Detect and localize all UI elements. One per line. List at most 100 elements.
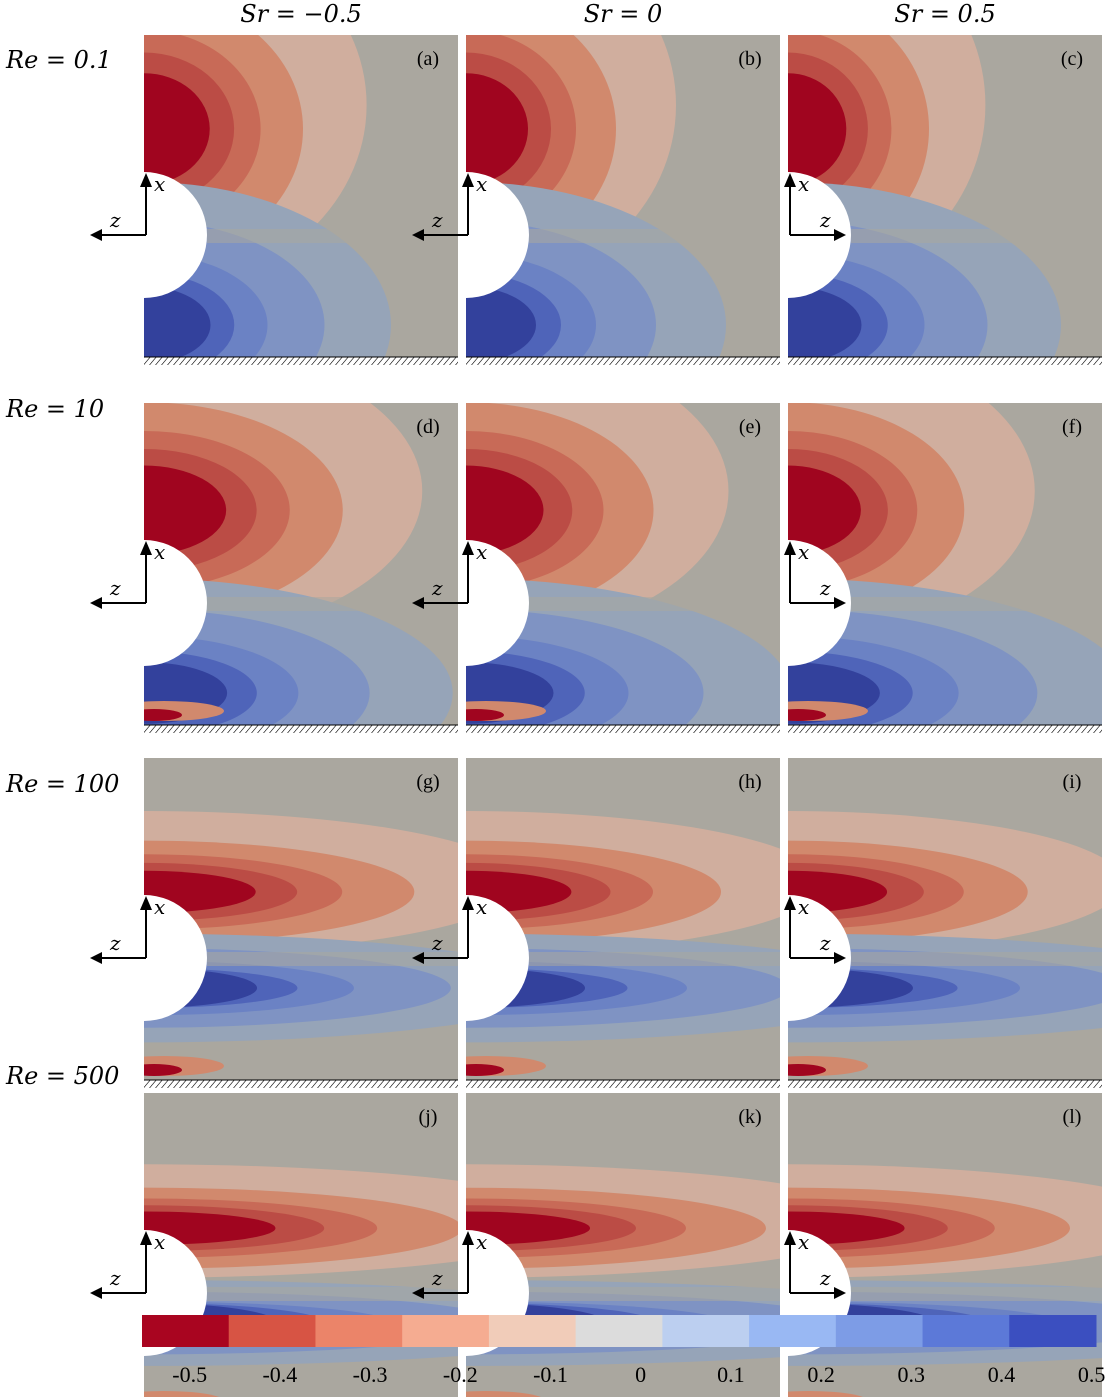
colorbar-tick-7: 0.2	[807, 1362, 835, 1387]
sphere-body	[144, 540, 207, 666]
wall-hatch	[788, 357, 1102, 365]
panel-label: (l)	[1063, 1106, 1082, 1128]
sphere-body	[144, 172, 207, 298]
z-axis-arrow-icon	[90, 597, 102, 609]
colorbar-swatch	[575, 1315, 663, 1347]
coordinate-axes: xz	[784, 895, 846, 964]
wall-hatch	[466, 725, 780, 733]
x-axis-label: x	[476, 895, 487, 919]
row-title-0: Re = 0.1	[6, 46, 112, 74]
row-title-3: Re = 500	[6, 1062, 120, 1090]
colorbar-swatch	[922, 1315, 1010, 1347]
panel-label: (i)	[1063, 771, 1082, 793]
negative-contour-band	[466, 1211, 590, 1245]
coordinate-axes: xz	[412, 172, 487, 241]
panel-label: (a)	[417, 48, 439, 70]
panel-label: (g)	[416, 771, 439, 793]
wall-hatch	[144, 357, 458, 365]
x-axis-arrow-icon	[784, 541, 796, 555]
x-axis-label: x	[798, 1230, 809, 1254]
colorbar-tick-3: -0.2	[442, 1362, 478, 1387]
coordinate-axes: xz	[412, 895, 487, 964]
colorbar-swatch	[488, 1315, 577, 1347]
panel-label: (f)	[1062, 416, 1082, 438]
wake-centerline	[207, 1287, 458, 1301]
z-axis-arrow-icon	[412, 1287, 424, 1299]
panel-label: (j)	[419, 1106, 438, 1128]
sphere-body	[144, 895, 207, 1021]
x-axis-label: x	[476, 1230, 487, 1254]
sphere-body	[466, 172, 529, 298]
wake-centerline	[207, 597, 458, 611]
z-axis-label: z	[109, 931, 121, 955]
sphere-body	[466, 540, 529, 666]
z-axis-arrow-icon	[90, 1287, 102, 1299]
z-axis-label: z	[109, 208, 121, 232]
x-axis-arrow-icon	[462, 1231, 474, 1245]
coordinate-axes: xz	[784, 1230, 846, 1299]
z-axis-label: z	[819, 931, 831, 955]
x-axis-arrow-icon	[462, 541, 474, 555]
contour-panel-e: xz(e)	[412, 403, 780, 733]
z-axis-label: z	[431, 931, 443, 955]
contour-panel-i: xz (i)	[784, 758, 1102, 1088]
wall-contour-band	[788, 709, 826, 721]
z-axis-arrow-icon	[412, 229, 424, 241]
coordinate-axes: xz	[90, 895, 165, 964]
wake-centerline	[529, 952, 780, 966]
colorbar-tick-8: 0.3	[897, 1362, 926, 1387]
colorbar-tick-1: -0.4	[262, 1362, 298, 1387]
z-axis-arrow-icon	[834, 1287, 846, 1299]
colorbar-tick-5: 0	[635, 1362, 647, 1387]
colorbar-tick-4: -0.1	[533, 1362, 568, 1387]
wall-contour-band	[466, 1064, 504, 1076]
wall-contour-band	[144, 1391, 219, 1397]
z-axis-arrow-icon	[834, 229, 846, 241]
panel-label: (k)	[738, 1106, 761, 1128]
contour-panel-c: xz (c)	[784, 35, 1102, 365]
x-axis-label: x	[154, 895, 165, 919]
x-axis-arrow-icon	[140, 173, 152, 187]
wake-centerline	[529, 229, 780, 243]
contour-panel-a: x z (a)	[90, 35, 458, 365]
contour-panel-g: xz(g)	[90, 758, 458, 1088]
wall-hatch	[466, 357, 780, 365]
negative-contour-band	[144, 1211, 276, 1245]
negative-contour-band	[144, 73, 210, 185]
z-axis-label: z	[819, 208, 831, 232]
x-axis-arrow-icon	[784, 173, 796, 187]
colorbar-swatch	[835, 1315, 924, 1347]
colorbar-tick-10: 0.5	[1077, 1362, 1106, 1387]
negative-contour-band	[788, 465, 861, 555]
colorbar-tick-2: -0.3	[352, 1362, 388, 1387]
z-axis-arrow-icon	[834, 597, 846, 609]
contour-panel-b: xz(b)	[412, 35, 780, 365]
panel-label: (e)	[739, 416, 761, 438]
x-axis-arrow-icon	[462, 173, 474, 187]
negative-contour-band	[466, 465, 544, 555]
colorbar-swatch	[749, 1315, 837, 1347]
colorbar-tick-6: 0.1	[717, 1362, 745, 1387]
colorbar-swatch	[1009, 1315, 1097, 1347]
x-axis-label: x	[154, 172, 165, 196]
column-title-1: Sr = 0	[583, 0, 663, 28]
wall-contour-band	[788, 1064, 826, 1076]
negative-contour-band	[144, 465, 227, 555]
z-axis-arrow-icon	[90, 229, 102, 241]
x-axis-label: x	[476, 172, 487, 196]
panel-label: (c)	[1061, 48, 1083, 70]
x-axis-arrow-icon	[140, 1231, 152, 1245]
wake-centerline	[529, 597, 780, 611]
negative-contour-band	[788, 73, 847, 185]
row-title-1: Re = 10	[6, 395, 105, 423]
wake-centerline	[851, 229, 1102, 243]
colorbar	[142, 1315, 1097, 1347]
wake-centerline	[207, 229, 458, 243]
colorbar-swatch	[662, 1315, 750, 1347]
contour-panel-h: xz(h)	[412, 758, 780, 1088]
row-title-2: Re = 100	[6, 770, 120, 798]
x-axis-label: x	[154, 540, 165, 564]
colorbar-tick-0: -0.5	[172, 1362, 208, 1387]
wall-hatch	[466, 1080, 780, 1088]
